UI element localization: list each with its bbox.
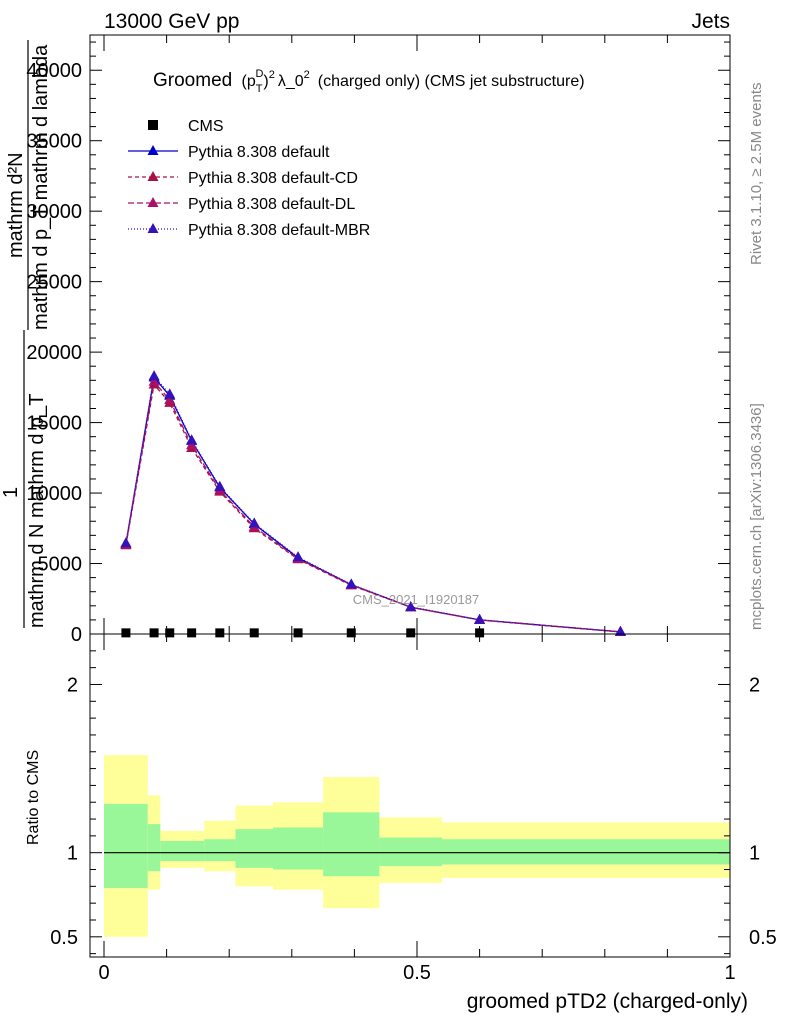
series-marker-3	[248, 517, 260, 528]
cms-data-point	[406, 628, 416, 638]
legend-label-3: Pythia 8.308 default-MBR	[188, 222, 370, 239]
main-y-tick-label: 0	[71, 624, 82, 646]
mcplots-label: mcplots.cern.ch [arXiv:1306.3436]	[748, 403, 765, 630]
series-marker-3	[405, 600, 417, 611]
series-marker-3	[120, 537, 132, 548]
main-x-ticks	[103, 35, 731, 634]
ylabel-top-denominator: mathrm d p_T mathrm d lambda	[30, 44, 52, 330]
ratio-x-ticks: 0 0.5 1	[98, 634, 736, 984]
main-plot-area	[120, 370, 626, 638]
main-y-tick-label: 35000	[26, 131, 82, 153]
legend-marker-0	[147, 145, 159, 155]
ratio-inner-band	[147, 824, 161, 872]
legend-label-cms: CMS	[188, 118, 224, 135]
main-y-tick-label: 25000	[26, 272, 82, 294]
series-marker-3	[345, 578, 357, 589]
main-panel: 0 5000 10000 15000 20000 25000 30000 35000 40000…	[0, 34, 731, 646]
series-marker-3	[214, 480, 226, 491]
series-marker-3	[292, 551, 304, 562]
series-marker-3	[164, 388, 176, 399]
cms-data-point	[187, 628, 197, 638]
series-marker-3	[148, 370, 160, 381]
title-sub: T	[256, 83, 263, 95]
ratio-inner-band	[323, 812, 380, 877]
plot-title: Groomed (pTD)2 λ_02 (charged only) (CMS je…	[153, 68, 585, 95]
main-y-tick-label: 40000	[26, 60, 82, 82]
main-y-ticks: 0 5000 10000 15000 20000 25000 30000 35000 40000	[26, 41, 730, 646]
title-suffix: (charged only) (CMS jet substructure)	[318, 73, 585, 90]
title-prefix: Groomed	[153, 70, 232, 91]
category-label: Jets	[691, 10, 730, 33]
energy-label: 13000 GeV pp	[104, 10, 239, 33]
ratio-bands	[104, 755, 730, 937]
ratio-y-tick-label-right: 2	[749, 674, 760, 696]
cms-data-point	[215, 628, 225, 638]
legend-label-1: Pythia 8.308 default-CD	[188, 170, 358, 187]
main-y-tick-label: 20000	[26, 342, 82, 364]
cms-data-point	[165, 628, 175, 638]
x-tick-label: 1	[724, 962, 735, 984]
cms-data-point	[293, 628, 303, 638]
ratio-inner-band	[160, 840, 205, 862]
cms-data-point	[149, 628, 159, 638]
main-y-tick-label: 15000	[26, 413, 82, 435]
title-sup-d: D	[255, 68, 263, 80]
main-frame	[89, 34, 731, 635]
ratio-inner-band	[204, 839, 236, 862]
legend: CMS Pythia 8.308 default Pythia 8.308 defa…	[128, 118, 370, 239]
rivet-label: Rivet 3.1.10, ≥ 2.5M events	[748, 83, 765, 266]
ratio-y-tick-label: 0.5	[50, 927, 78, 949]
legend-marker-1	[147, 171, 159, 181]
watermark: CMS_2021_I1920187	[353, 592, 480, 607]
title-tail: )	[263, 73, 268, 90]
main-y-tick-label: 10000	[26, 483, 82, 505]
x-axis-label: groomed pTD2 (charged-only)	[467, 990, 748, 1013]
ratio-inner-band	[379, 837, 443, 867]
x-tick-label: 0.5	[403, 962, 431, 984]
ratio-y-ticks: 0.5 0.5 1 1 2 2	[50, 650, 777, 955]
legend-marker-2	[147, 197, 159, 207]
legend-marker-3	[147, 223, 159, 233]
main-y-tick-label: 5000	[38, 554, 83, 576]
cms-data-point	[249, 628, 259, 638]
ratio-y-label: Ratio to CMS	[25, 750, 42, 845]
legend-label-2: Pythia 8.308 default-DL	[188, 196, 355, 213]
ylabel-bottom-numerator: 1	[0, 487, 22, 498]
ratio-y-tick-label-right: 1	[749, 843, 760, 865]
legend-label-0: Pythia 8.308 default	[188, 144, 330, 161]
title-lambda: λ_0	[278, 73, 304, 90]
ratio-frame	[89, 633, 731, 958]
title-sup2: 2	[269, 69, 275, 81]
ylabel-bottom-denominator: mathrm d N mathrm d p_T	[26, 393, 48, 628]
series-marker-3	[186, 434, 198, 445]
series-marker-3	[474, 613, 486, 624]
ratio-inner-band	[442, 839, 730, 865]
legend-marker-cms	[148, 120, 158, 130]
main-y-label: mathrm d²N mathrm d p_T mathrm d lambda …	[0, 40, 52, 628]
main-y-tick-label: 30000	[26, 201, 82, 223]
title-math: (p	[241, 73, 255, 90]
title-lambda-sup: 2	[304, 69, 310, 81]
cms-data-point	[346, 628, 356, 638]
ylabel-top-numerator: mathrm d²N	[5, 152, 27, 258]
ratio-y-tick-label-right: 0.5	[749, 927, 777, 949]
ratio-panel: 0.5 0.51 12 2 0 0.5 1 Ratio to CMS groomed pT…	[25, 633, 777, 1013]
ratio-y-tick-label: 2	[67, 674, 78, 696]
cms-data-point	[121, 628, 131, 638]
ratio-y-tick-label: 1	[67, 843, 78, 865]
x-tick-label: 0	[98, 962, 109, 984]
ratio-inner-band	[104, 803, 148, 889]
ratio-inner-band	[235, 829, 274, 868]
series-marker-2	[148, 375, 160, 386]
series-marker-3	[614, 625, 626, 636]
ratio-inner-band	[273, 827, 324, 870]
